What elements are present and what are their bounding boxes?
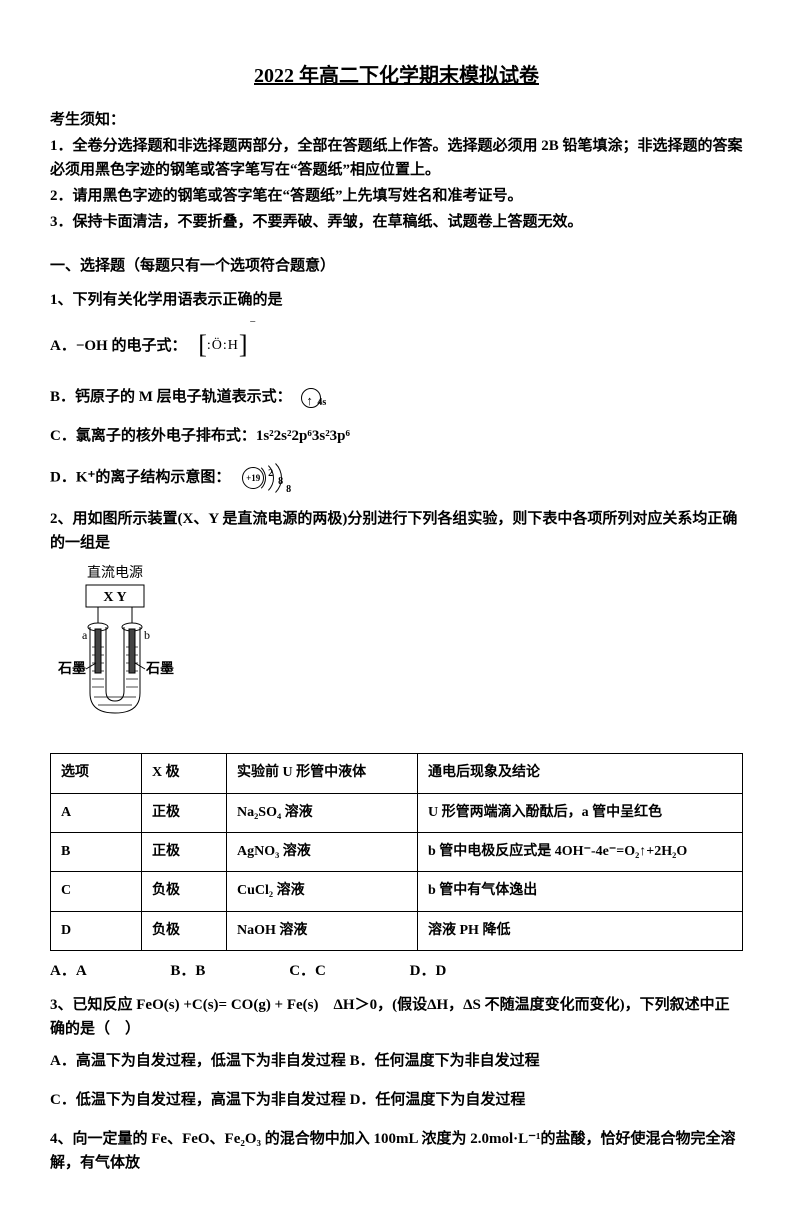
th-xpole: X 极 <box>142 754 227 793</box>
apparatus-diagram: 直流电源 X Y a b 石墨 石墨 <box>50 563 743 741</box>
cell: b 管中有气体逸出 <box>418 872 743 911</box>
cell: CuCl₂ 溶液 <box>227 872 418 911</box>
q1-optC-config: 1s²2s²2p⁶3s²3p⁶ <box>256 428 350 444</box>
q2-choices: A．A B．B C．C D．D <box>50 959 743 983</box>
q1-optD-prefix: D．K⁺的离子结构示意图： <box>50 470 230 486</box>
table-row: C 负极 CuCl₂ 溶液 b 管中有气体逸出 <box>51 872 743 911</box>
apparatus-xy: X Y <box>103 590 126 605</box>
cell: 正极 <box>142 833 227 872</box>
cell: b 管中电极反应式是 4OH⁻-4e⁻=O₂↑+2H₂O <box>418 833 743 872</box>
apparatus-a: a <box>82 628 88 642</box>
apparatus-label-top: 直流电源 <box>87 564 143 581</box>
cell: 负极 <box>142 872 227 911</box>
q1-optB: B．钙原子的 M 层电子轨道表示式： 4s <box>50 381 743 414</box>
cell: U 形管两端滴入酚酞后，a 管中呈红色 <box>418 793 743 832</box>
q2-choice-D: D．D <box>410 959 447 983</box>
cell: 负极 <box>142 911 227 950</box>
ion-shell-3: 8 <box>286 479 291 501</box>
section-1-head: 一、选择题（每题只有一个选项符合题意） <box>50 254 743 278</box>
q3-opt-AB: A．高温下为自发过程，低温下为非自发过程 B．任何温度下为非自发过程 <box>50 1045 743 1078</box>
table-row: B 正极 AgNO₃ 溶液 b 管中电极反应式是 4OH⁻-4e⁻=O₂↑+2H… <box>51 833 743 872</box>
th-liquid: 实验前 U 形管中液体 <box>227 754 418 793</box>
ion-shell-2: 8 <box>278 471 283 493</box>
q1-stem: 1、下列有关化学用语表示正确的是 <box>50 288 743 312</box>
instruction-1: 1．全卷分选择题和非选择题两部分，全部在答题纸上作答。选择题必须用 2B 铅笔填… <box>50 134 743 182</box>
cell: NaOH 溶液 <box>227 911 418 950</box>
q4-stem: 4、向一定量的 Fe、FeO、Fe₂O₃ 的混合物中加入 100mL 浓度为 2… <box>50 1127 743 1175</box>
lewis-formula-icon: [:Ö:H]− <box>198 318 254 375</box>
q1-optA: A．−OH 的电子式： [:Ö:H]− <box>50 318 743 375</box>
page-title: 2022 年高二下化学期末模拟试卷 <box>50 60 743 92</box>
instruction-2: 2．请用黑色字迹的钢笔或答字笔在“答题纸”上先填写姓名和准考证号。 <box>50 184 743 208</box>
cell: C <box>51 872 142 911</box>
lewis-inner: :Ö:H <box>207 331 239 362</box>
cell: A <box>51 793 142 832</box>
table-row: A 正极 Na₂SO₄ 溶液 U 形管两端滴入酚酞后，a 管中呈红色 <box>51 793 743 832</box>
notice-head: 考生须知： <box>50 108 743 132</box>
q2-table: 选项 X 极 实验前 U 形管中液体 通电后现象及结论 A 正极 Na₂SO₄ … <box>50 753 743 951</box>
q2-choice-B: B．B <box>170 959 205 983</box>
ion-structure-icon: +19 2 8 8 <box>242 459 294 497</box>
table-row: D 负极 NaOH 溶液 溶液 PH 降低 <box>51 911 743 950</box>
instructions-block: 考生须知： 1．全卷分选择题和非选择题两部分，全部在答题纸上作答。选择题必须用 … <box>50 108 743 234</box>
lewis-charge: − <box>250 316 256 328</box>
cell: Na₂SO₄ 溶液 <box>227 793 418 832</box>
q1-optC: C．氯离子的核外电子排布式：1s²2s²2p⁶3s²3p⁶ <box>50 420 743 453</box>
orbital-diagram-icon: 4s <box>301 381 326 414</box>
th-option: 选项 <box>51 754 142 793</box>
q3-opt-CD: C．低温下为自发过程，高温下为非自发过程 D．任何温度下为自发过程 <box>50 1084 743 1117</box>
cell: D <box>51 911 142 950</box>
q3-stem: 3、已知反应 FeO(s) +C(s)= CO(g) + Fe(s) ΔH＞0，… <box>50 993 743 1041</box>
q1-optC-prefix: C．氯离子的核外电子排布式： <box>50 428 256 444</box>
apparatus-left-label: 石墨 <box>57 661 86 677</box>
cell: 溶液 PH 降低 <box>418 911 743 950</box>
q1-optB-prefix: B．钙原子的 M 层电子轨道表示式： <box>50 389 292 405</box>
cell: AgNO₃ 溶液 <box>227 833 418 872</box>
q2-stem: 2、用如图所示装置(X、Y 是直流电源的两极)分别进行下列各组实验，则下表中各项… <box>50 507 743 555</box>
cell: B <box>51 833 142 872</box>
q2-choice-C: C．C <box>289 959 326 983</box>
apparatus-b: b <box>144 628 150 642</box>
q1-optD: D．K⁺的离子结构示意图： +19 2 8 8 <box>50 459 743 497</box>
ion-shell-1: 2 <box>268 463 273 485</box>
q1-optA-prefix: A．−OH 的电子式： <box>50 338 186 354</box>
q2-choice-A: A．A <box>50 959 87 983</box>
table-header-row: 选项 X 极 实验前 U 形管中液体 通电后现象及结论 <box>51 754 743 793</box>
apparatus-right-label: 石墨 <box>145 661 174 677</box>
instruction-3: 3．保持卡面清洁，不要折叠，不要弄破、弄皱，在草稿纸、试题卷上答题无效。 <box>50 210 743 234</box>
th-result: 通电后现象及结论 <box>418 754 743 793</box>
cell: 正极 <box>142 793 227 832</box>
